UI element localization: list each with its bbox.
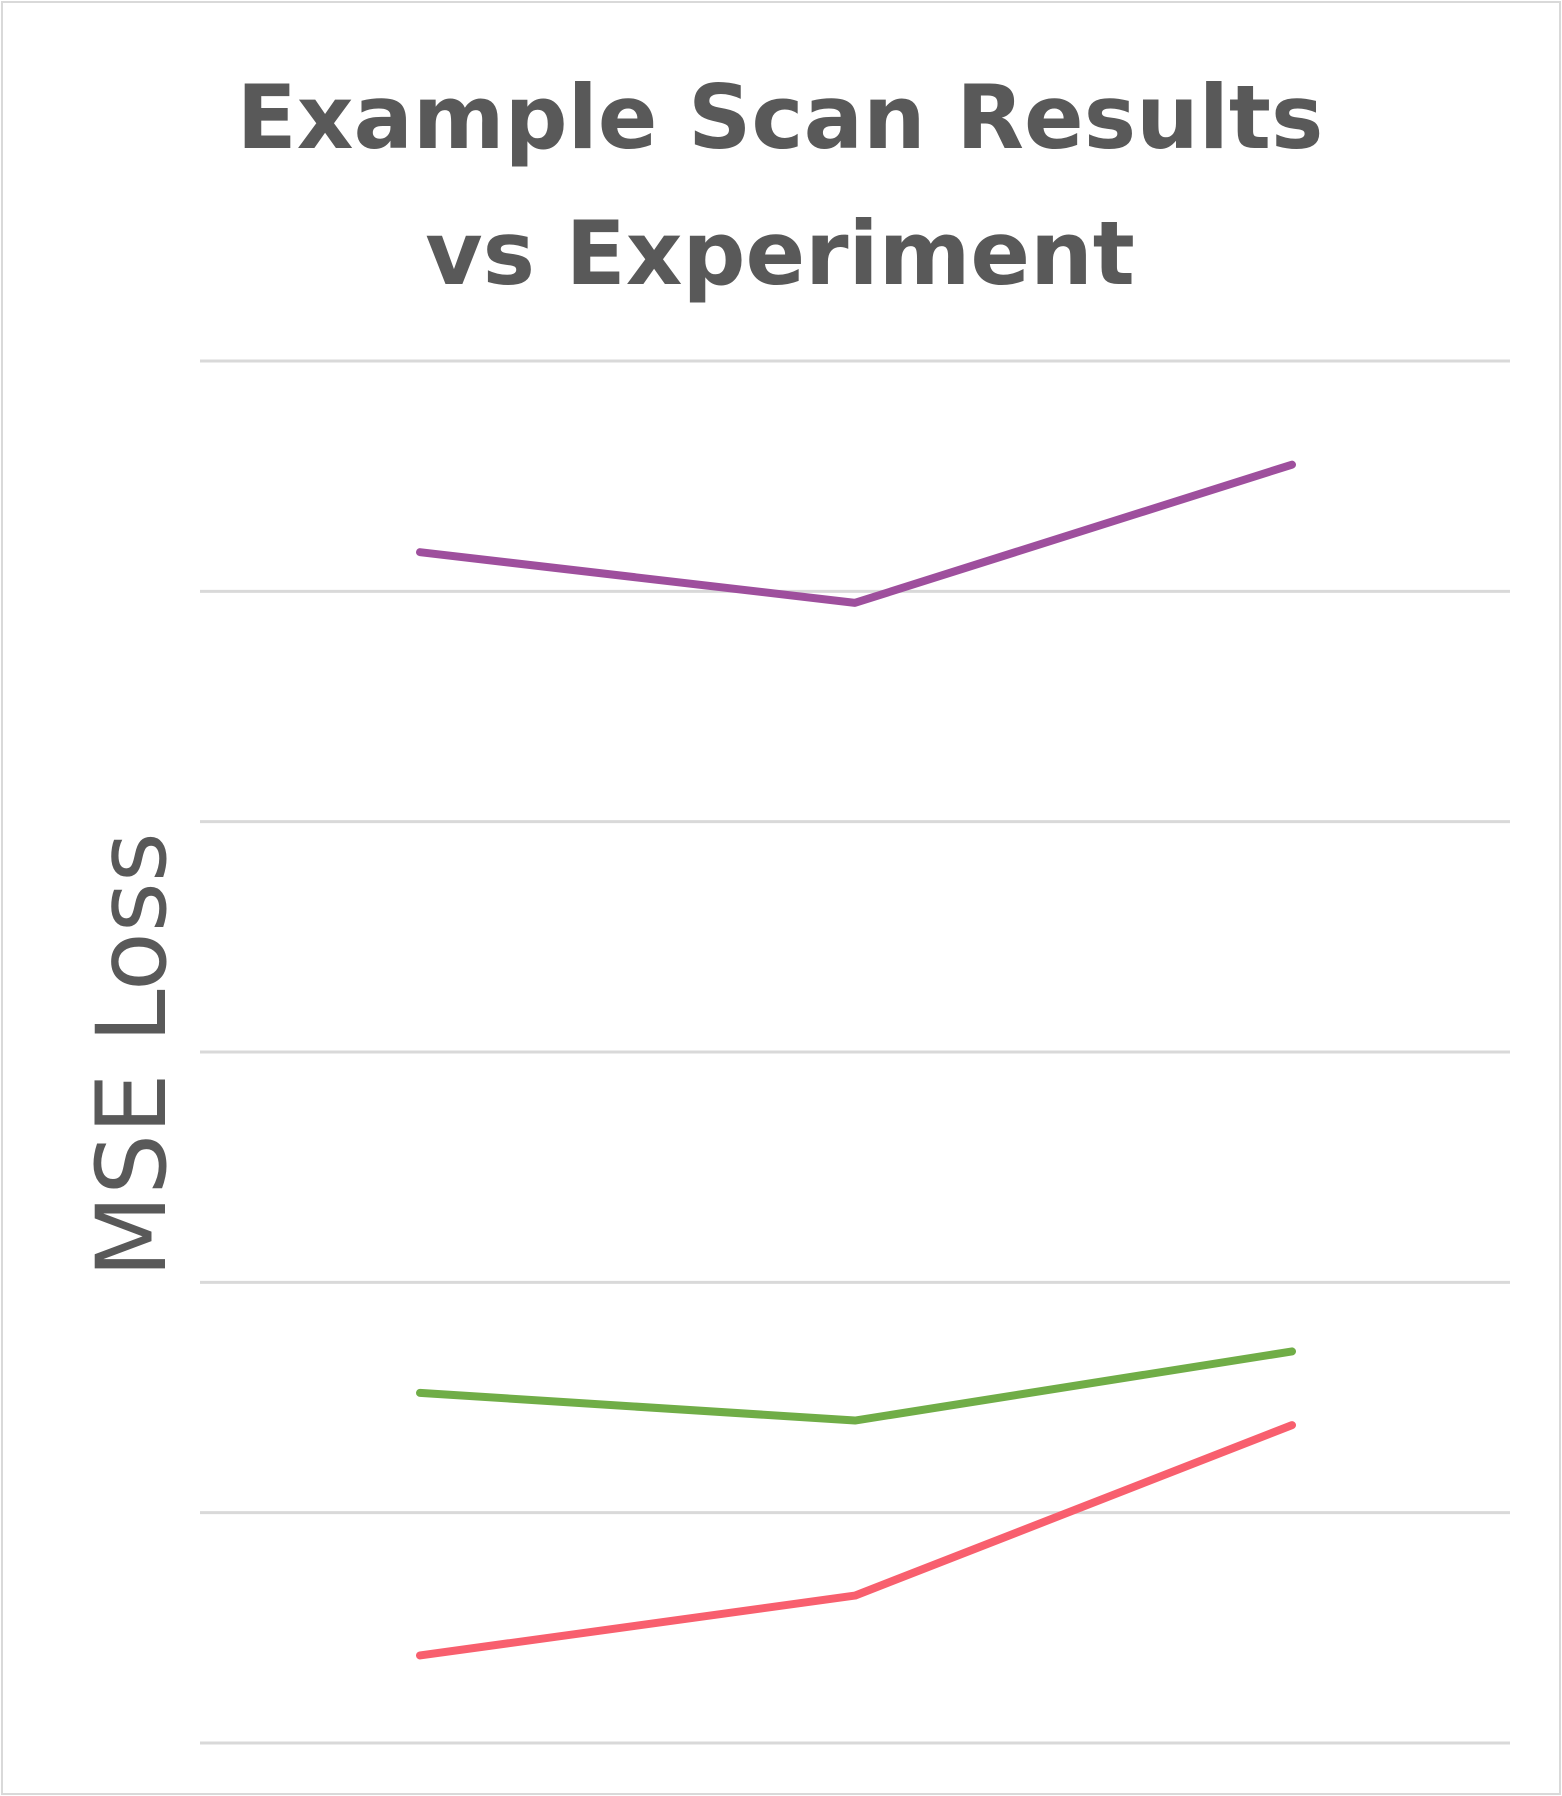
series-line-1 [416,460,1296,607]
series-line-2 [416,1347,1296,1425]
series-line-3 [416,1421,1296,1660]
chart-title: Example Scan Results vs Experiment [236,66,1324,305]
